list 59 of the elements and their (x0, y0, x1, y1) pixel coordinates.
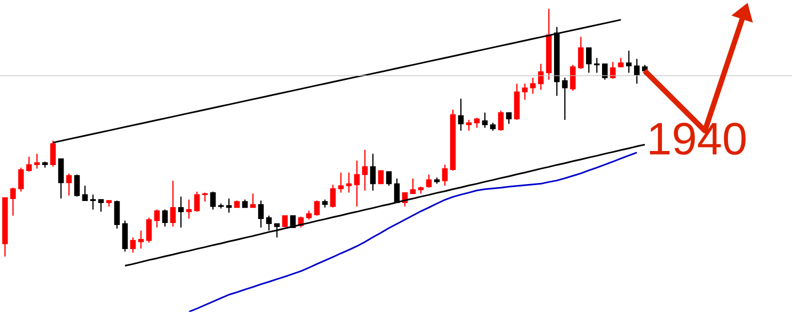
candlestick (362, 149, 368, 192)
text: 1940 (650, 122, 746, 155)
candlestick (178, 196, 184, 228)
candlestick (258, 200, 264, 228)
candlestick (250, 193, 256, 208)
candlestick (498, 110, 504, 132)
candlestick (266, 215, 272, 232)
candlestick (10, 187, 16, 216)
candlestick (626, 50, 632, 74)
candlestick (338, 172, 344, 194)
candlestick (18, 167, 24, 192)
candlestick (578, 36, 584, 70)
candlestick (370, 153, 376, 192)
candlestick (410, 178, 416, 194)
candlestick (226, 198, 232, 214)
candlestick (394, 178, 400, 204)
candlestick (482, 112, 488, 128)
candlestick (74, 174, 80, 198)
candlestick (570, 64, 576, 92)
candlestick (34, 153, 40, 170)
candlestick (98, 199, 104, 212)
candlestick (114, 200, 120, 230)
candlestick (386, 171, 392, 186)
candlestick (82, 185, 88, 202)
candlestick (426, 174, 432, 188)
candlestick (138, 230, 144, 250)
candlestick (186, 199, 192, 220)
candlestick (170, 180, 176, 228)
candlestick (458, 98, 464, 132)
candlestick (330, 184, 336, 208)
candlestick (26, 156, 32, 172)
candlestick (314, 200, 320, 216)
candlestick (634, 58, 640, 84)
candlestick (274, 223, 280, 238)
candlestick (194, 191, 200, 212)
candlestick (146, 217, 152, 244)
candlestick (154, 209, 160, 228)
candlestick (90, 194, 96, 210)
candlestick (522, 83, 528, 100)
candlestick (506, 112, 512, 124)
candlestick (290, 215, 296, 228)
candlestick (346, 172, 352, 194)
candlestick (354, 160, 360, 208)
candlestick (210, 191, 216, 210)
candlestick (378, 170, 384, 184)
candlestick (538, 63, 544, 91)
candlestick (610, 61, 616, 80)
candlestick (602, 63, 608, 80)
candlestick (562, 77, 568, 121)
candlestick (162, 209, 168, 228)
candlestick (474, 117, 480, 128)
candlestick (466, 119, 472, 132)
candlestick (130, 236, 136, 254)
candlestick (282, 215, 288, 228)
candlestick (586, 47, 592, 74)
candlestick (530, 77, 536, 95)
candlestick (442, 164, 448, 186)
candlestick (50, 140, 56, 168)
candlestick (66, 173, 72, 196)
